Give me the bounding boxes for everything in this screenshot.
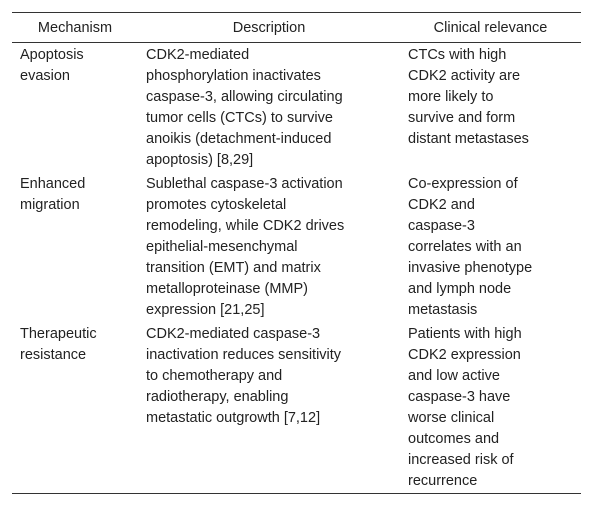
table-cell: CDK2-mediated caspase-3 inactivation redu… xyxy=(138,322,400,494)
cell-line: CDK2 activity are xyxy=(408,68,521,84)
cell-line: apoptosis) [8,29] xyxy=(146,152,254,168)
cell-line: Therapeutic xyxy=(20,326,97,342)
table-row: Apoptosis evasion CDK2-mediated phosphoryla… xyxy=(12,43,581,173)
cell-line: remodeling, while CDK2 drives xyxy=(146,218,345,234)
table-cell: CTCs with high CDK2 activity are more like… xyxy=(400,43,581,173)
cell-line: increased risk of xyxy=(408,452,514,468)
header-cell: Clinical relevance xyxy=(400,12,581,43)
cell-line: CDK2-mediated caspase-3 xyxy=(146,326,321,342)
cell-line: expression [21,25] xyxy=(146,302,265,318)
cell-line: and lymph node xyxy=(408,281,512,297)
table-cell: Sublethal caspase-3 activation promotes c… xyxy=(138,172,400,322)
cell-line: transition (EMT) and matrix xyxy=(146,260,321,276)
table-row: Enhanced migration Sublethal caspase-3 act… xyxy=(12,172,581,322)
cell-line: migration xyxy=(20,197,80,213)
cell-line: anoikis (detachment-induced xyxy=(146,131,332,147)
cell-line: metastasis xyxy=(408,302,478,318)
table-cell: Patients with high CDK2 expression and low… xyxy=(400,322,581,494)
cell-line: recurrence xyxy=(408,473,478,489)
cell-line: and low active xyxy=(408,368,500,384)
cell-line: outcomes and xyxy=(408,431,500,447)
cell-line: CDK2 expression xyxy=(408,347,521,363)
cell-line: worse clinical xyxy=(408,410,495,426)
cell-line: more likely to xyxy=(408,89,494,105)
table-cell: CDK2-mediated phosphorylation inactivates… xyxy=(138,43,400,173)
cell-line: survive and form xyxy=(408,110,516,126)
table-cell: Enhanced migration xyxy=(12,172,138,322)
header-cell: Description xyxy=(138,12,400,43)
cell-line: Enhanced xyxy=(20,176,86,192)
header-row: Mechanism Description Clinical relevance xyxy=(12,12,581,43)
cell-line: distant metastases xyxy=(408,131,529,147)
cell-line: inactivation reduces sensitivity xyxy=(146,347,342,363)
cell-line: evasion xyxy=(20,68,70,84)
cell-line: resistance xyxy=(20,347,87,363)
cell-line: CDK2-mediated xyxy=(146,47,250,63)
cell-line: Co-expression of xyxy=(408,176,518,192)
cell-line: CTCs with high xyxy=(408,47,507,63)
cell-line: correlates with an xyxy=(408,239,522,255)
cell-line: caspase-3, allowing circulating xyxy=(146,89,343,105)
cell-line: CDK2 and xyxy=(408,197,475,213)
cell-line: Patients with high xyxy=(408,326,522,342)
cell-line: to chemotherapy and xyxy=(146,368,283,384)
cell-line: caspase-3 have xyxy=(408,389,511,405)
table-cell: Apoptosis evasion xyxy=(12,43,138,173)
cell-line: promotes cytoskeletal xyxy=(146,197,287,213)
cell-line: Apoptosis xyxy=(20,47,84,63)
table-row: Therapeutic resistance CDK2-mediated caspa… xyxy=(12,322,581,494)
cell-line: metastatic outgrowth [7,12] xyxy=(146,410,321,426)
header-cell: Mechanism xyxy=(12,12,138,43)
cell-line: phosphorylation inactivates xyxy=(146,68,321,84)
cell-line: epithelial-mesenchymal xyxy=(146,239,298,255)
table-body: Apoptosis evasion CDK2-mediated phosphoryla… xyxy=(12,43,581,494)
cell-line: caspase-3 xyxy=(408,218,475,234)
table-cell: Co-expression of CDK2 and caspase-3 correla… xyxy=(400,172,581,322)
cell-line: tumor cells (CTCs) to survive xyxy=(146,110,333,126)
cell-line: radiotherapy, enabling xyxy=(146,389,289,405)
cell-line: Sublethal caspase-3 activation xyxy=(146,176,343,192)
cell-line: metalloproteinase (MMP) xyxy=(146,281,308,297)
cell-line: invasive phenotype xyxy=(408,260,533,276)
table-cell: Therapeutic resistance xyxy=(12,322,138,494)
table: Mechanism Description Clinical relevance A… xyxy=(12,12,581,494)
